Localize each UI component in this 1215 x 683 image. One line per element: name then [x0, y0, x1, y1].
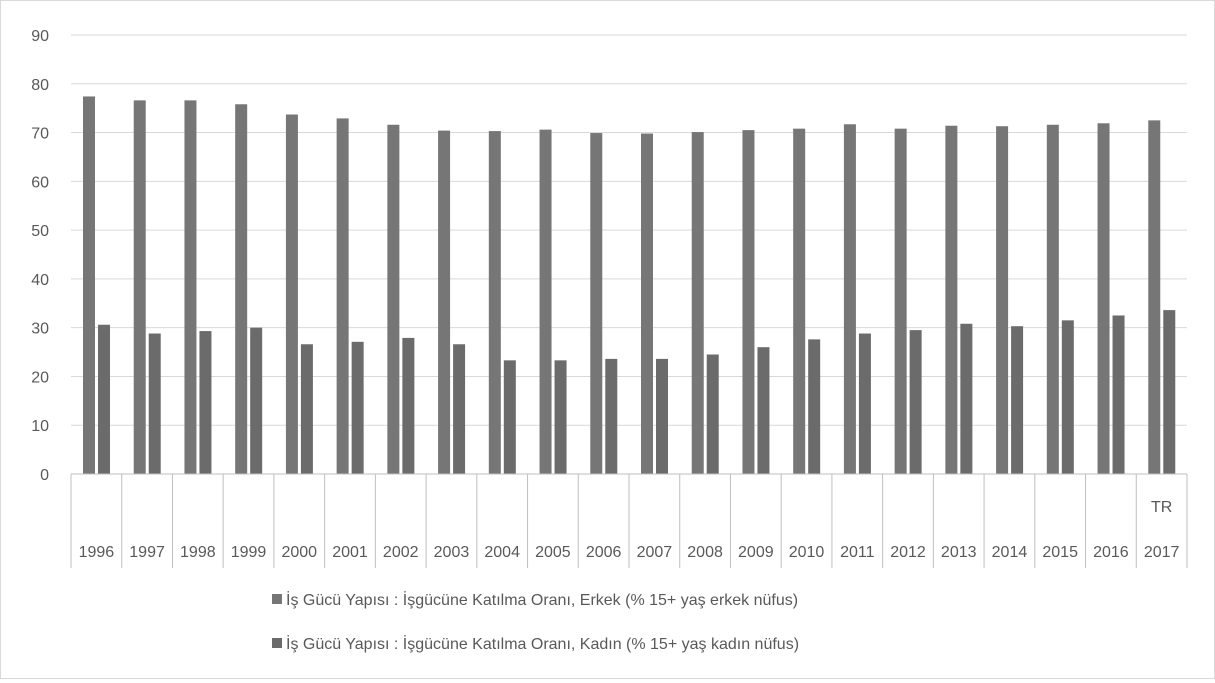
bar-series0-2003	[438, 130, 451, 475]
bar-series0-2000	[285, 114, 298, 474]
legend: İş Gücü Yapısı : İşgücüne Katılma Oranı,…	[272, 590, 799, 653]
bar-series0-1997	[133, 100, 146, 475]
x-tick-label-2006: 2006	[586, 544, 622, 561]
x-tick-label-2015: 2015	[1042, 544, 1078, 561]
legend-swatch-male	[272, 594, 282, 604]
x-tick-label-2007: 2007	[637, 544, 673, 561]
x-tick-label-2013: 2013	[941, 544, 977, 561]
y-tick-label-10: 10	[31, 418, 49, 435]
bar-series0-2017	[1148, 120, 1161, 474]
x-tick-label-2004: 2004	[484, 544, 520, 561]
bars	[83, 96, 1176, 475]
bar-series0-2011	[843, 124, 856, 474]
bar-series0-2016	[1097, 123, 1110, 474]
legend-item-female: İş Gücü Yapısı : İşgücüne Katılma Oranı,…	[272, 634, 799, 653]
bar-series0-2008	[691, 132, 704, 474]
x-tick-label-2016: 2016	[1093, 544, 1129, 561]
bar-series1-2011	[858, 333, 871, 474]
bar-series1-1999	[250, 327, 263, 474]
bar-series1-2014	[1011, 326, 1024, 474]
bar-series1-2007	[656, 358, 668, 474]
group-label: TR	[1151, 499, 1172, 516]
bar-series1-2016	[1112, 315, 1125, 474]
bar-series1-2008	[706, 354, 719, 474]
x-tick-label-2003: 2003	[434, 544, 470, 561]
bar-series1-2003	[453, 344, 466, 474]
bar-series1-1997	[148, 333, 161, 474]
x-tick-label-1999: 1999	[231, 544, 267, 561]
x-tick-label-1997: 1997	[129, 544, 165, 561]
bar-series1-1998	[199, 331, 212, 474]
bar-series1-1996	[98, 324, 110, 474]
y-tick-label-50: 50	[31, 223, 49, 240]
x-tick-label-2001: 2001	[332, 544, 368, 561]
x-tick-label-2000: 2000	[281, 544, 317, 561]
bar-series0-2015	[1046, 124, 1059, 475]
bar-series0-1998	[184, 100, 197, 475]
x-tick-label-2002: 2002	[383, 544, 419, 561]
x-tick-label-1996: 1996	[79, 544, 115, 561]
y-tick-label-60: 60	[31, 174, 49, 191]
bar-series1-2012	[909, 330, 922, 474]
x-tick-label-2009: 2009	[738, 544, 774, 561]
legend-swatch-female	[272, 638, 282, 648]
bar-series0-1996	[83, 96, 95, 475]
y-tick-label-0: 0	[40, 467, 49, 484]
bar-series1-2013	[960, 323, 973, 474]
y-tick-label-80: 80	[31, 77, 49, 94]
legend-item-male: İş Gücü Yapısı : İşgücüne Katılma Oranı,…	[272, 590, 798, 609]
bar-series0-2013	[945, 125, 958, 474]
bar-series1-2009	[757, 347, 770, 474]
y-tick-label-70: 70	[31, 126, 49, 143]
y-tick-label-90: 90	[31, 28, 49, 45]
bar-series0-2006	[590, 133, 603, 474]
legend-label-female: İş Gücü Yapısı : İşgücüne Katılma Oranı,…	[286, 634, 799, 653]
bar-series0-2001	[336, 118, 349, 474]
bar-series1-2001	[351, 341, 364, 474]
y-axis: 0 10 20 30 40 50 60 70 80 90	[31, 28, 49, 484]
bar-series1-2000	[300, 344, 313, 474]
bar-series0-2014	[996, 126, 1009, 474]
x-tick-label-2008: 2008	[687, 544, 723, 561]
bar-series0-2005	[539, 129, 552, 474]
bar-series1-2005	[554, 360, 567, 474]
bar-series0-2004	[488, 131, 501, 474]
x-tick-label-2012: 2012	[890, 544, 926, 561]
x-tick-label-1998: 1998	[180, 544, 216, 561]
bar-series1-2010	[808, 339, 821, 474]
bar-series0-2012	[894, 128, 907, 475]
legend-label-male: İş Gücü Yapısı : İşgücüne Katılma Oranı,…	[286, 590, 798, 609]
bar-series0-2009	[742, 130, 755, 474]
y-tick-label-40: 40	[31, 272, 49, 289]
bar-series1-2017	[1163, 310, 1176, 474]
x-axis: 1996 1997 1998 1999 2000 2001 2002 2003 2004 2005…	[70, 473, 1188, 568]
bar-series0-2010	[793, 128, 806, 475]
y-tick-label-20: 20	[31, 369, 49, 386]
x-tick-label-2017: 2017	[1144, 544, 1180, 561]
x-tick-label-2010: 2010	[789, 544, 825, 561]
x-tick-label-2011: 2011	[840, 544, 875, 561]
bar-series1-2002	[402, 337, 415, 474]
bar-series0-2002	[387, 124, 400, 475]
bar-series0-2007	[641, 133, 653, 474]
x-tick-label-2005: 2005	[535, 544, 571, 561]
x-tick-label-2014: 2014	[992, 544, 1028, 561]
bar-series1-2015	[1061, 320, 1074, 474]
bar-series1-2006	[605, 358, 618, 474]
bar-series1-2004	[503, 360, 516, 474]
y-tick-label-30: 30	[31, 321, 49, 338]
bar-series0-1999	[235, 104, 248, 475]
